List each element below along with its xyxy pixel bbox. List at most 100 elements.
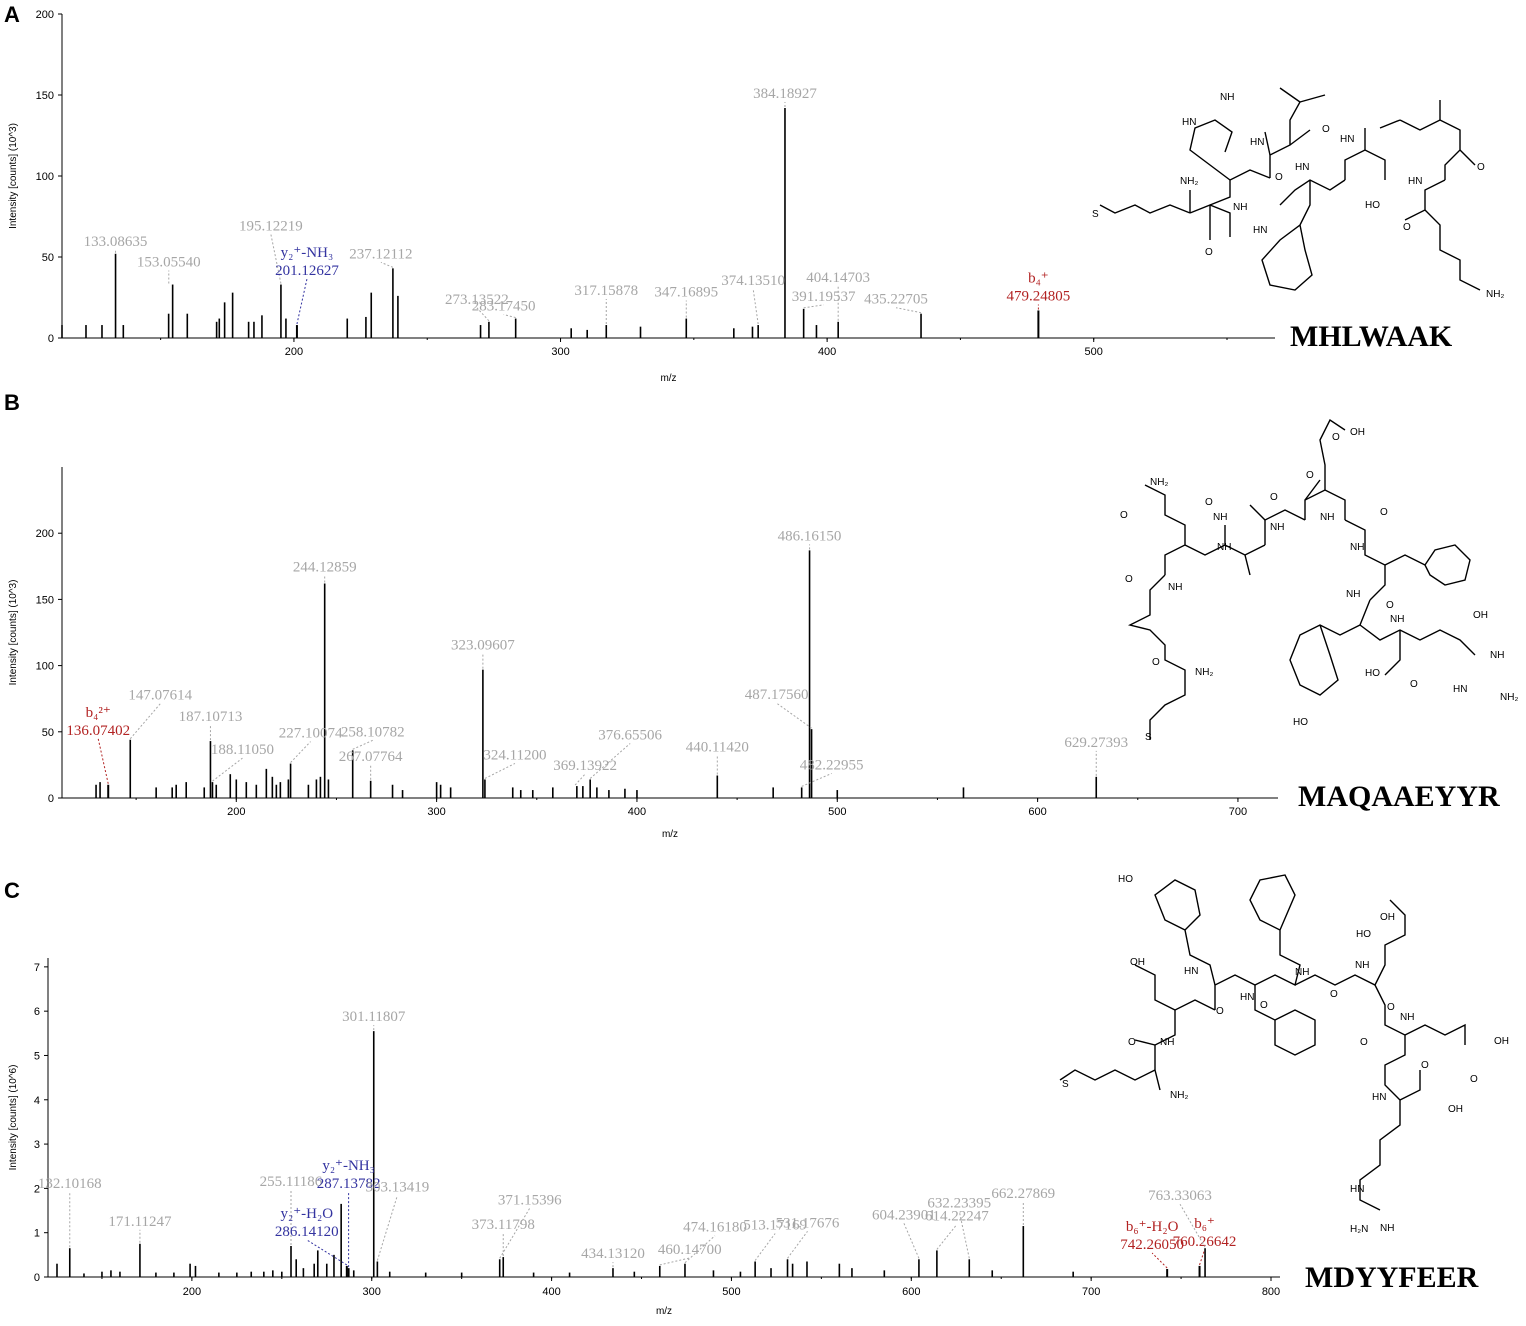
peak-label: 487.17560 <box>745 687 809 703</box>
annotation-leader <box>1151 1252 1168 1269</box>
annotation-leader <box>290 741 311 763</box>
svg-text:OH: OH <box>1130 957 1145 968</box>
peak-label: 283.17450 <box>472 299 536 315</box>
x-tick-label: 300 <box>427 806 445 818</box>
peak-label: 147.07614 <box>128 688 192 704</box>
svg-text:NH₂: NH₂ <box>1170 1090 1188 1101</box>
peak-label: 258.10782 <box>341 724 405 740</box>
x-tick-label: 200 <box>285 346 303 358</box>
svg-text:HO: HO <box>1365 200 1380 211</box>
svg-text:O: O <box>1270 492 1278 503</box>
ion-label: b₄²⁺ <box>86 705 111 721</box>
peak-label: 486.16150 <box>778 528 842 544</box>
svg-text:NH: NH <box>1390 614 1404 625</box>
spectrum-chart-b: 0 50 100 150 200 200 300 400 500 600 700 m/z Intensi… <box>8 467 1278 840</box>
peak-label: 760.26642 <box>1173 1234 1237 1250</box>
y-tick-label: 0 <box>48 793 54 805</box>
peak-label: 132.10168 <box>38 1176 102 1192</box>
svg-text:HN: HN <box>1340 134 1354 145</box>
peak-label: 763.33063 <box>1148 1188 1212 1204</box>
y-axis-label: Intensity [counts] (10^3) <box>8 123 19 229</box>
x-tick-label: 300 <box>551 346 569 358</box>
svg-text:NH: NH <box>1490 650 1504 661</box>
y-tick-label: 5 <box>34 1050 40 1062</box>
peak-label: 153.05540 <box>137 255 201 271</box>
peak-label: 662.27869 <box>991 1186 1055 1202</box>
svg-text:NH: NH <box>1346 589 1360 600</box>
y-axis-label: Intensity [counts] (10^6) <box>8 1065 19 1171</box>
peak-label: 301.11807 <box>342 1009 406 1025</box>
svg-text:O: O <box>1410 679 1418 690</box>
x-tick-label: 200 <box>227 806 245 818</box>
peak-label: 374.13510 <box>721 273 785 289</box>
peak-label: 227.10074 <box>279 726 343 742</box>
peak-label: 255.11186 <box>260 1174 323 1190</box>
svg-text:H₂N: H₂N <box>1350 1224 1368 1235</box>
annotation-leader <box>801 772 832 787</box>
x-tick-label: 700 <box>1229 806 1247 818</box>
svg-text:NH: NH <box>1380 1223 1394 1234</box>
annotation-leader <box>589 743 631 779</box>
panel-label-a: A <box>4 2 20 27</box>
peak-label: 136.07402 <box>66 723 130 739</box>
ion-label: b₄⁺ <box>1028 270 1049 286</box>
svg-text:O: O <box>1260 1000 1268 1011</box>
x-tick-label: 500 <box>722 1286 740 1298</box>
y-axis-label: Intensity [counts] (10^3) <box>8 580 19 686</box>
svg-text:OH: OH <box>1350 427 1365 438</box>
svg-text:HO: HO <box>1293 717 1308 728</box>
x-tick-label: 400 <box>628 806 646 818</box>
peak-label: 324.11200 <box>483 747 546 763</box>
y-tick-label: 0 <box>34 1272 40 1284</box>
molecule-structure-a: NH HN NH₂ NH HN O HN S HN HO O NH₂ HN HN O O O <box>1092 87 1504 300</box>
y-tick-label: 200 <box>36 9 54 21</box>
peak-label: 244.12859 <box>293 560 357 576</box>
svg-text:O: O <box>1205 497 1213 508</box>
svg-text:NH: NH <box>1320 512 1334 523</box>
annotation-leader <box>803 304 824 309</box>
annotation-leader <box>270 234 282 284</box>
svg-text:NH: NH <box>1160 1037 1174 1048</box>
svg-text:NH: NH <box>1295 967 1309 978</box>
y-tick-label: 7 <box>34 962 40 974</box>
svg-text:O: O <box>1322 124 1330 135</box>
peak-label: 404.14703 <box>806 270 870 286</box>
svg-text:NH₂: NH₂ <box>1150 477 1168 488</box>
svg-text:O: O <box>1306 470 1314 481</box>
svg-text:O: O <box>1477 162 1485 173</box>
svg-text:OH: OH <box>1494 1036 1509 1047</box>
annotation-leader <box>484 763 516 779</box>
ion-label: y₂⁺-H₂O <box>281 1206 334 1222</box>
svg-text:HN: HN <box>1453 684 1467 695</box>
y-tick-label: 150 <box>36 90 54 102</box>
peak-label: 286.14120 <box>275 1224 339 1240</box>
peak-label: 479.24805 <box>1007 288 1071 304</box>
peak-label: 171.11247 <box>108 1214 172 1230</box>
x-tick-label: 700 <box>1082 1286 1100 1298</box>
peak-label: 742.26050 <box>1120 1237 1184 1253</box>
svg-text:NH₂: NH₂ <box>1180 176 1198 187</box>
annotation-leader <box>903 1223 920 1259</box>
svg-text:HN: HN <box>1240 992 1254 1003</box>
peak-label: 201.12627 <box>275 263 339 279</box>
annotation-leader <box>752 288 759 325</box>
annotation-leader <box>499 1208 531 1259</box>
peak-label: 287.13782 <box>317 1176 381 1192</box>
svg-text:HN: HN <box>1250 137 1264 148</box>
x-tick-label: 500 <box>828 806 846 818</box>
peak-label: 474.16180 <box>683 1220 747 1236</box>
svg-text:NH: NH <box>1213 512 1227 523</box>
annotation-leader <box>212 757 243 782</box>
x-tick-label: 300 <box>363 1286 381 1298</box>
y-tick-label: 100 <box>36 661 54 673</box>
y-tick-label: 100 <box>36 171 54 183</box>
annotation-leader <box>895 307 922 314</box>
svg-text:HN: HN <box>1295 162 1309 173</box>
annotation-leader <box>776 702 812 729</box>
svg-text:O: O <box>1205 247 1213 258</box>
svg-text:O: O <box>1332 432 1340 443</box>
peak-label: 482.22955 <box>800 757 864 773</box>
annotation-leader <box>684 1235 716 1264</box>
svg-text:NH: NH <box>1168 582 1182 593</box>
spectrum-chart-a: 0 50 100 150 200 200 300 400 500 m/z Intensity [co… <box>8 9 1275 384</box>
